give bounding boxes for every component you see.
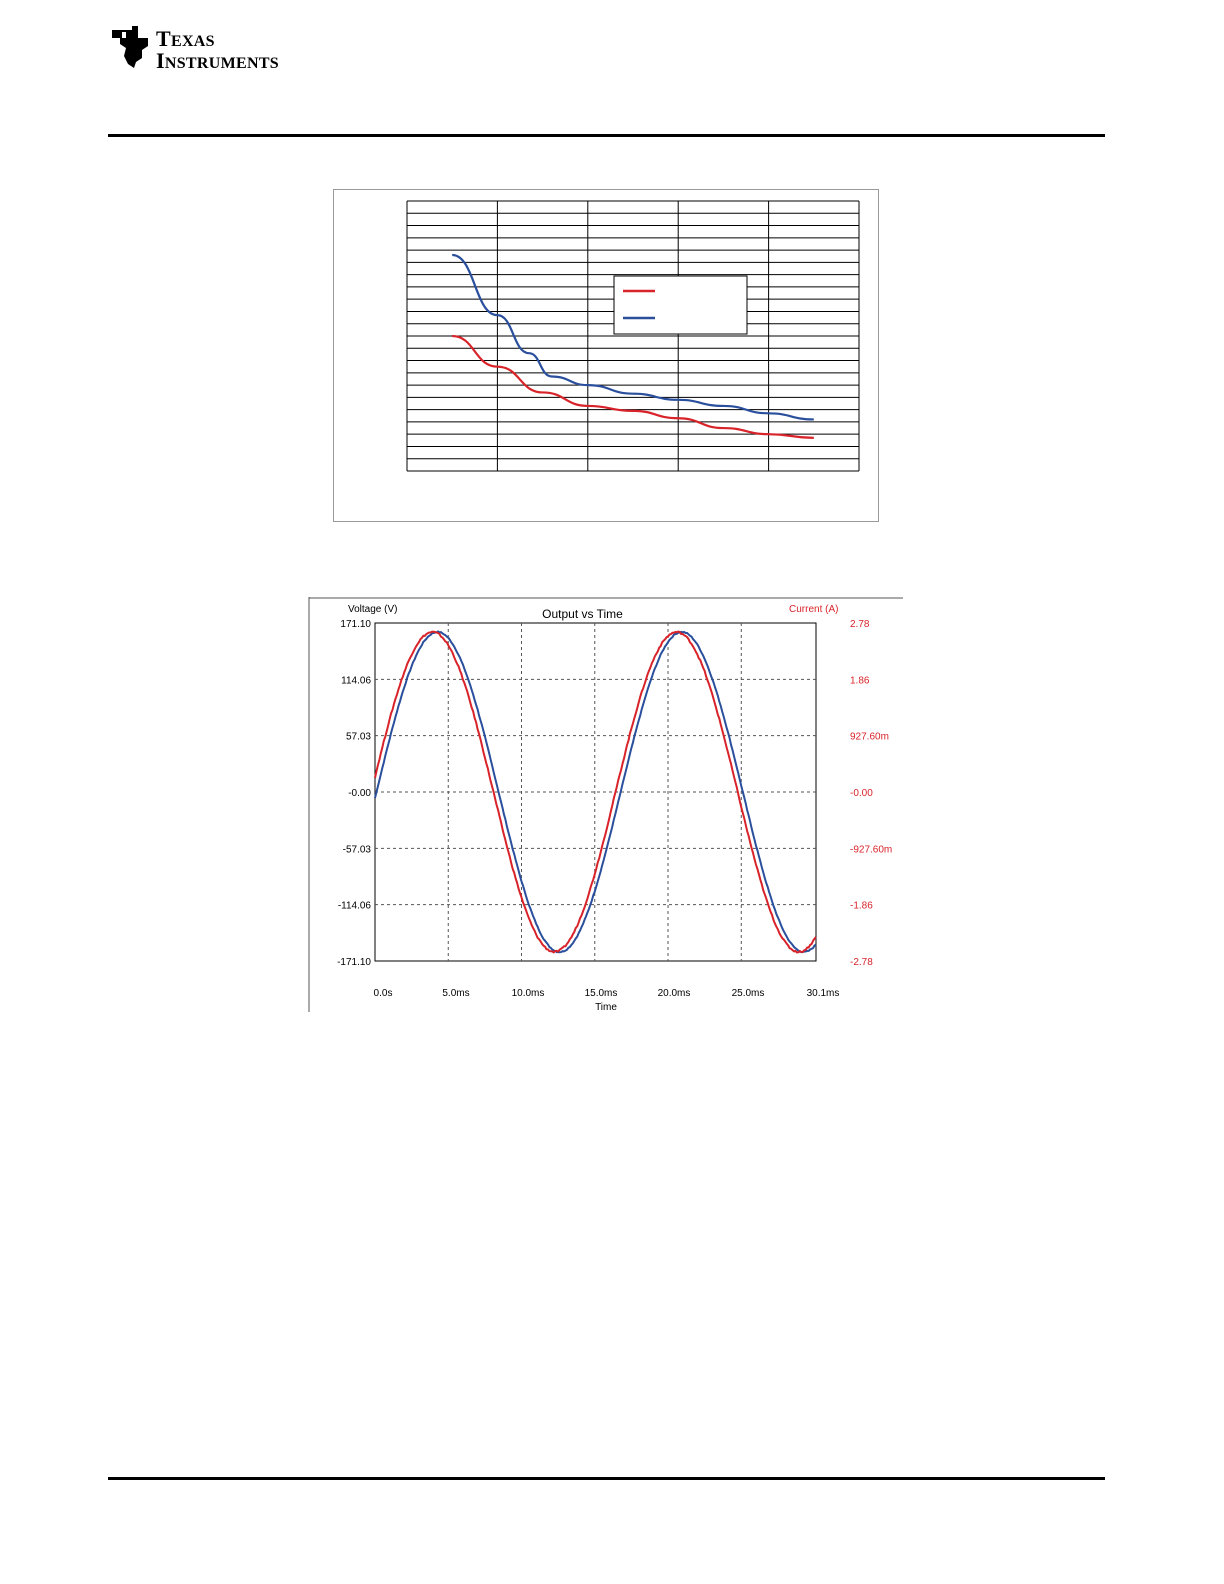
footer-rule (108, 1477, 1105, 1480)
chart2-ytick-left: -0.00 (348, 788, 371, 799)
chart2-ytick-right: 1.86 (850, 675, 870, 686)
chart2-xtick: 25.0ms (732, 988, 765, 999)
chart2-ytick-right: 2.78 (850, 619, 870, 630)
chart2-xtick: 10.0ms (512, 988, 545, 999)
chart1-frame (333, 189, 879, 522)
ti-emblem-icon (112, 26, 148, 68)
chart2-xtick: 20.0ms (658, 988, 691, 999)
logo-line1: TEXAS (156, 26, 215, 51)
ti-logo: TEXAS INSTRUMENTS (108, 24, 298, 74)
chart2-ytick-right: -0.00 (850, 788, 873, 799)
chart2-series-red (374, 630, 817, 954)
chart2-ytick-left: -171.10 (337, 957, 371, 968)
header-rule (108, 134, 1105, 137)
chart1-legend (613, 275, 748, 335)
chart2-ytick-left: 114.06 (341, 675, 371, 686)
chart2-ytick-left: -114.06 (338, 901, 372, 912)
logo-wordmark-line2: INSTRUMENTS (156, 48, 279, 74)
chart2-ytick-left: 57.03 (346, 732, 371, 743)
chart2-ylabel-left: Voltage (V) (348, 604, 397, 615)
chart2-xtick: 15.0ms (585, 988, 618, 999)
chart2-ytick-right: -927.60m (850, 844, 892, 855)
chart2-ytick-right: -1.86 (850, 901, 873, 912)
chart1-grid (406, 200, 860, 472)
chart2: Output vs Time Voltage (V) Current (A) Time… (308, 597, 903, 1012)
chart2-ytick-right: -2.78 (850, 957, 873, 968)
chart1-series-red (452, 334, 814, 439)
chart2-series-blue (374, 630, 817, 954)
logo-line2: INSTRUMENTS (156, 48, 280, 73)
chart1-series-blue (451, 253, 814, 421)
chart2-xtick: 30.1ms (807, 988, 840, 999)
logo-wordmark-line1: TEXAS (156, 26, 215, 52)
chart2-ytick-right: 927.60m (850, 732, 889, 743)
chart2-ylabel-right: Current (A) (789, 604, 838, 615)
chart2-ytick-left: 171.10 (340, 619, 371, 630)
chart2-title: Output vs Time (542, 607, 623, 621)
chart2-xtick: 0.0s (374, 988, 393, 999)
chart2-xlabel: Time (595, 1002, 617, 1012)
chart1 (406, 200, 860, 472)
chart1-legend-box (613, 275, 748, 335)
chart2-xtick: 5.0ms (442, 988, 469, 999)
chart2-ytick-left: -57.03 (343, 844, 372, 855)
